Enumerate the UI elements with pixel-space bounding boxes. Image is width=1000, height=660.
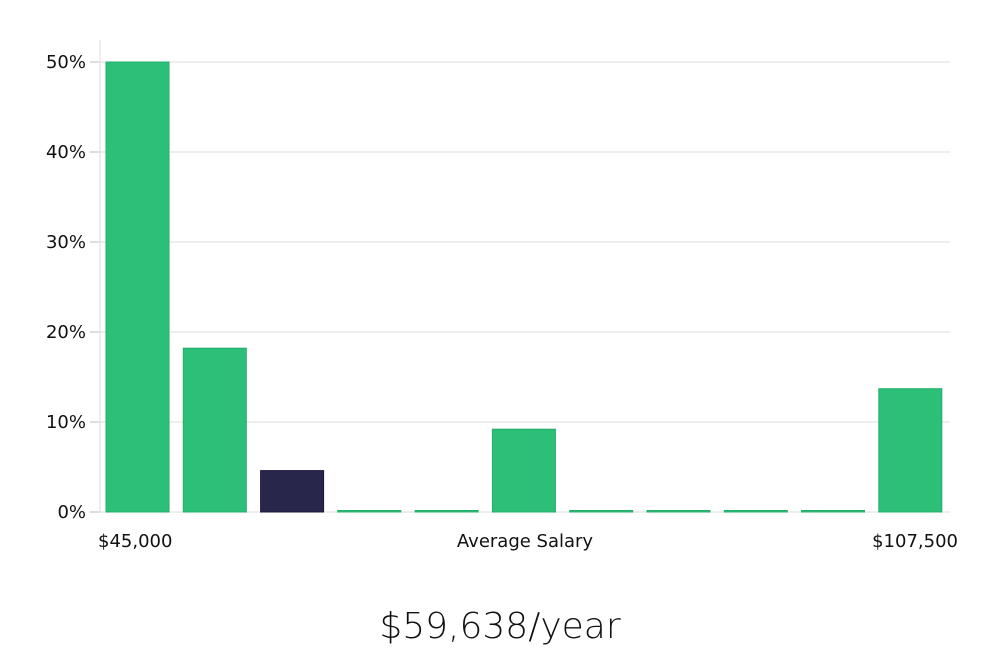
x-min-label: $45,000: [98, 531, 172, 552]
bar: [801, 510, 865, 513]
y-axis-tick-labels: 0% 10% 20% 30% 40% 50%: [46, 52, 86, 523]
y-tick-label: 0%: [57, 502, 86, 523]
bar: [414, 510, 479, 513]
y-tick-label: 30%: [46, 232, 86, 253]
y-tick-label: 10%: [46, 412, 86, 433]
highlighted-bar: [260, 470, 325, 513]
y-tick-label: 40%: [46, 142, 86, 163]
salary-histogram: 0% 10% 20% 30% 40% 50% $45,000 Average Salary…: [46, 40, 958, 552]
bar: [878, 388, 943, 513]
bar: [105, 61, 170, 513]
y-tick-label: 20%: [46, 322, 86, 343]
y-tick-label: 50%: [46, 52, 86, 73]
bar: [337, 510, 402, 513]
bar: [646, 510, 711, 513]
x-axis-title: Average Salary: [457, 531, 594, 552]
bar: [491, 428, 556, 513]
bar: [182, 347, 247, 513]
bar: [723, 510, 788, 513]
average-salary-value: $59,638/year: [379, 606, 621, 647]
x-max-label: $107,500: [872, 531, 958, 552]
bar: [569, 510, 634, 513]
bars: [105, 61, 943, 513]
